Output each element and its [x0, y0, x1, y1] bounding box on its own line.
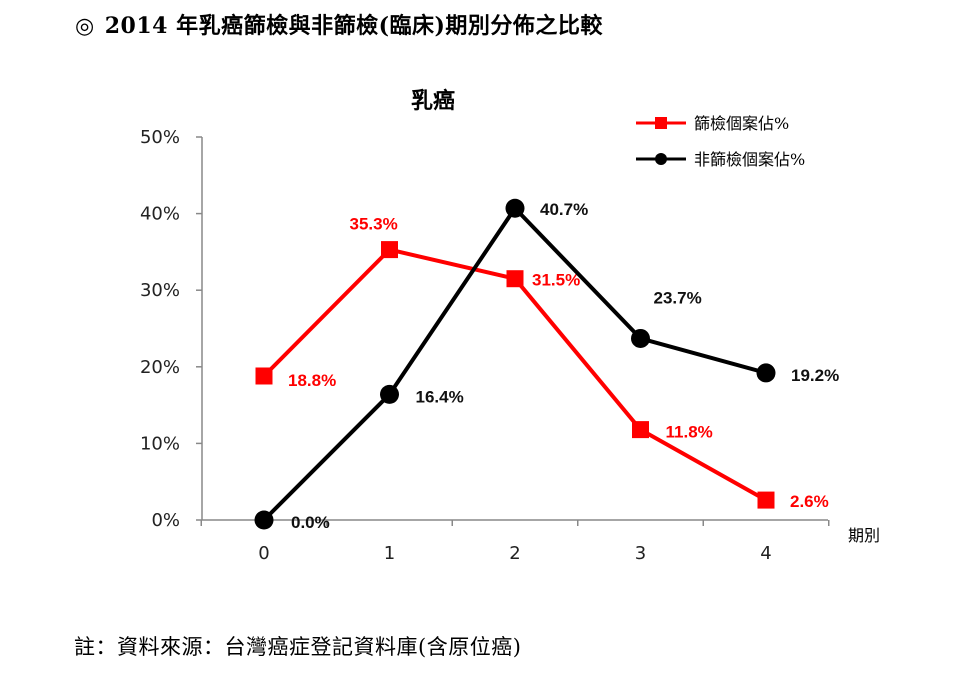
chart-axes: 0% 10% 20% 30% 40% 50% 0 1 2 3 4 期別 — [140, 127, 880, 564]
heading-text: 2014 年乳癌篩檢與非篩檢(臨床)期別分佈之比較 — [104, 13, 603, 39]
data-label: 31.5% — [532, 271, 580, 290]
y-tick-label: 10% — [140, 433, 180, 454]
data-label: 40.7% — [540, 200, 588, 219]
data-label: 2.6% — [790, 492, 829, 511]
data-point — [254, 510, 274, 530]
y-tick-label: 40% — [140, 204, 180, 225]
series-screening: 18.8% 35.3% 31.5% 11.8% 2.6% — [255, 215, 829, 511]
chart-legend: 篩檢個案佔% 非篩檢個案佔% — [636, 114, 805, 169]
data-label: 23.7% — [654, 288, 702, 307]
legend-item: 篩檢個案佔% — [636, 114, 789, 133]
x-tick-label: 3 — [635, 543, 646, 564]
y-tick-label: 30% — [140, 280, 180, 301]
data-point — [380, 384, 399, 404]
data-point — [756, 363, 776, 383]
y-tick-label: 0% — [151, 510, 180, 531]
x-tick-label: 2 — [509, 543, 520, 564]
page-heading: ◎ 2014 年乳癌篩檢與非篩檢(臨床)期別分佈之比較 — [75, 8, 603, 40]
chart-title: 乳癌 — [411, 88, 455, 114]
data-label: 19.2% — [791, 366, 839, 385]
data-point — [506, 270, 524, 288]
data-label: 18.8% — [288, 371, 336, 390]
chart-series: 18.8% 35.3% 31.5% 11.8% 2.6% 0.0% 16.4% 40.7% 23… — [254, 198, 839, 532]
legend-swatch-marker — [655, 153, 667, 165]
legend-swatch-marker — [655, 117, 667, 129]
data-label: 16.4% — [416, 387, 464, 406]
data-point — [255, 367, 273, 385]
data-point — [381, 241, 398, 259]
x-tick-label: 0 — [258, 543, 269, 564]
data-label: 0.0% — [291, 513, 330, 532]
data-point — [632, 421, 649, 439]
data-label: 35.3% — [350, 215, 398, 234]
data-label: 11.8% — [666, 423, 713, 442]
y-tick-label: 20% — [140, 357, 180, 378]
legend-item: 非篩檢個案佔% — [636, 150, 805, 169]
x-axis-name: 期別 — [848, 526, 880, 545]
heading-bullet-icon: ◎ — [75, 13, 95, 39]
legend-label: 非篩檢個案佔% — [694, 150, 805, 169]
data-point — [505, 198, 525, 218]
x-tick-label: 4 — [760, 543, 771, 564]
x-tick-label: 1 — [384, 543, 395, 564]
series-line — [262, 206, 767, 522]
line-chart: 乳癌 0% 10% 20% 30% 40% 50% 0 1 2 3 4 期別 18.8% 35.3% 31… — [140, 88, 880, 564]
series-non-screening: 0.0% 16.4% 40.7% 23.7% 19.2% — [254, 198, 839, 532]
data-point — [757, 491, 775, 509]
source-note: 註：資料來源：台灣癌症登記資料庫(含原位癌) — [74, 635, 522, 659]
legend-label: 篩檢個案佔% — [694, 114, 789, 133]
data-point — [631, 328, 650, 348]
y-tick-label: 50% — [140, 127, 180, 148]
